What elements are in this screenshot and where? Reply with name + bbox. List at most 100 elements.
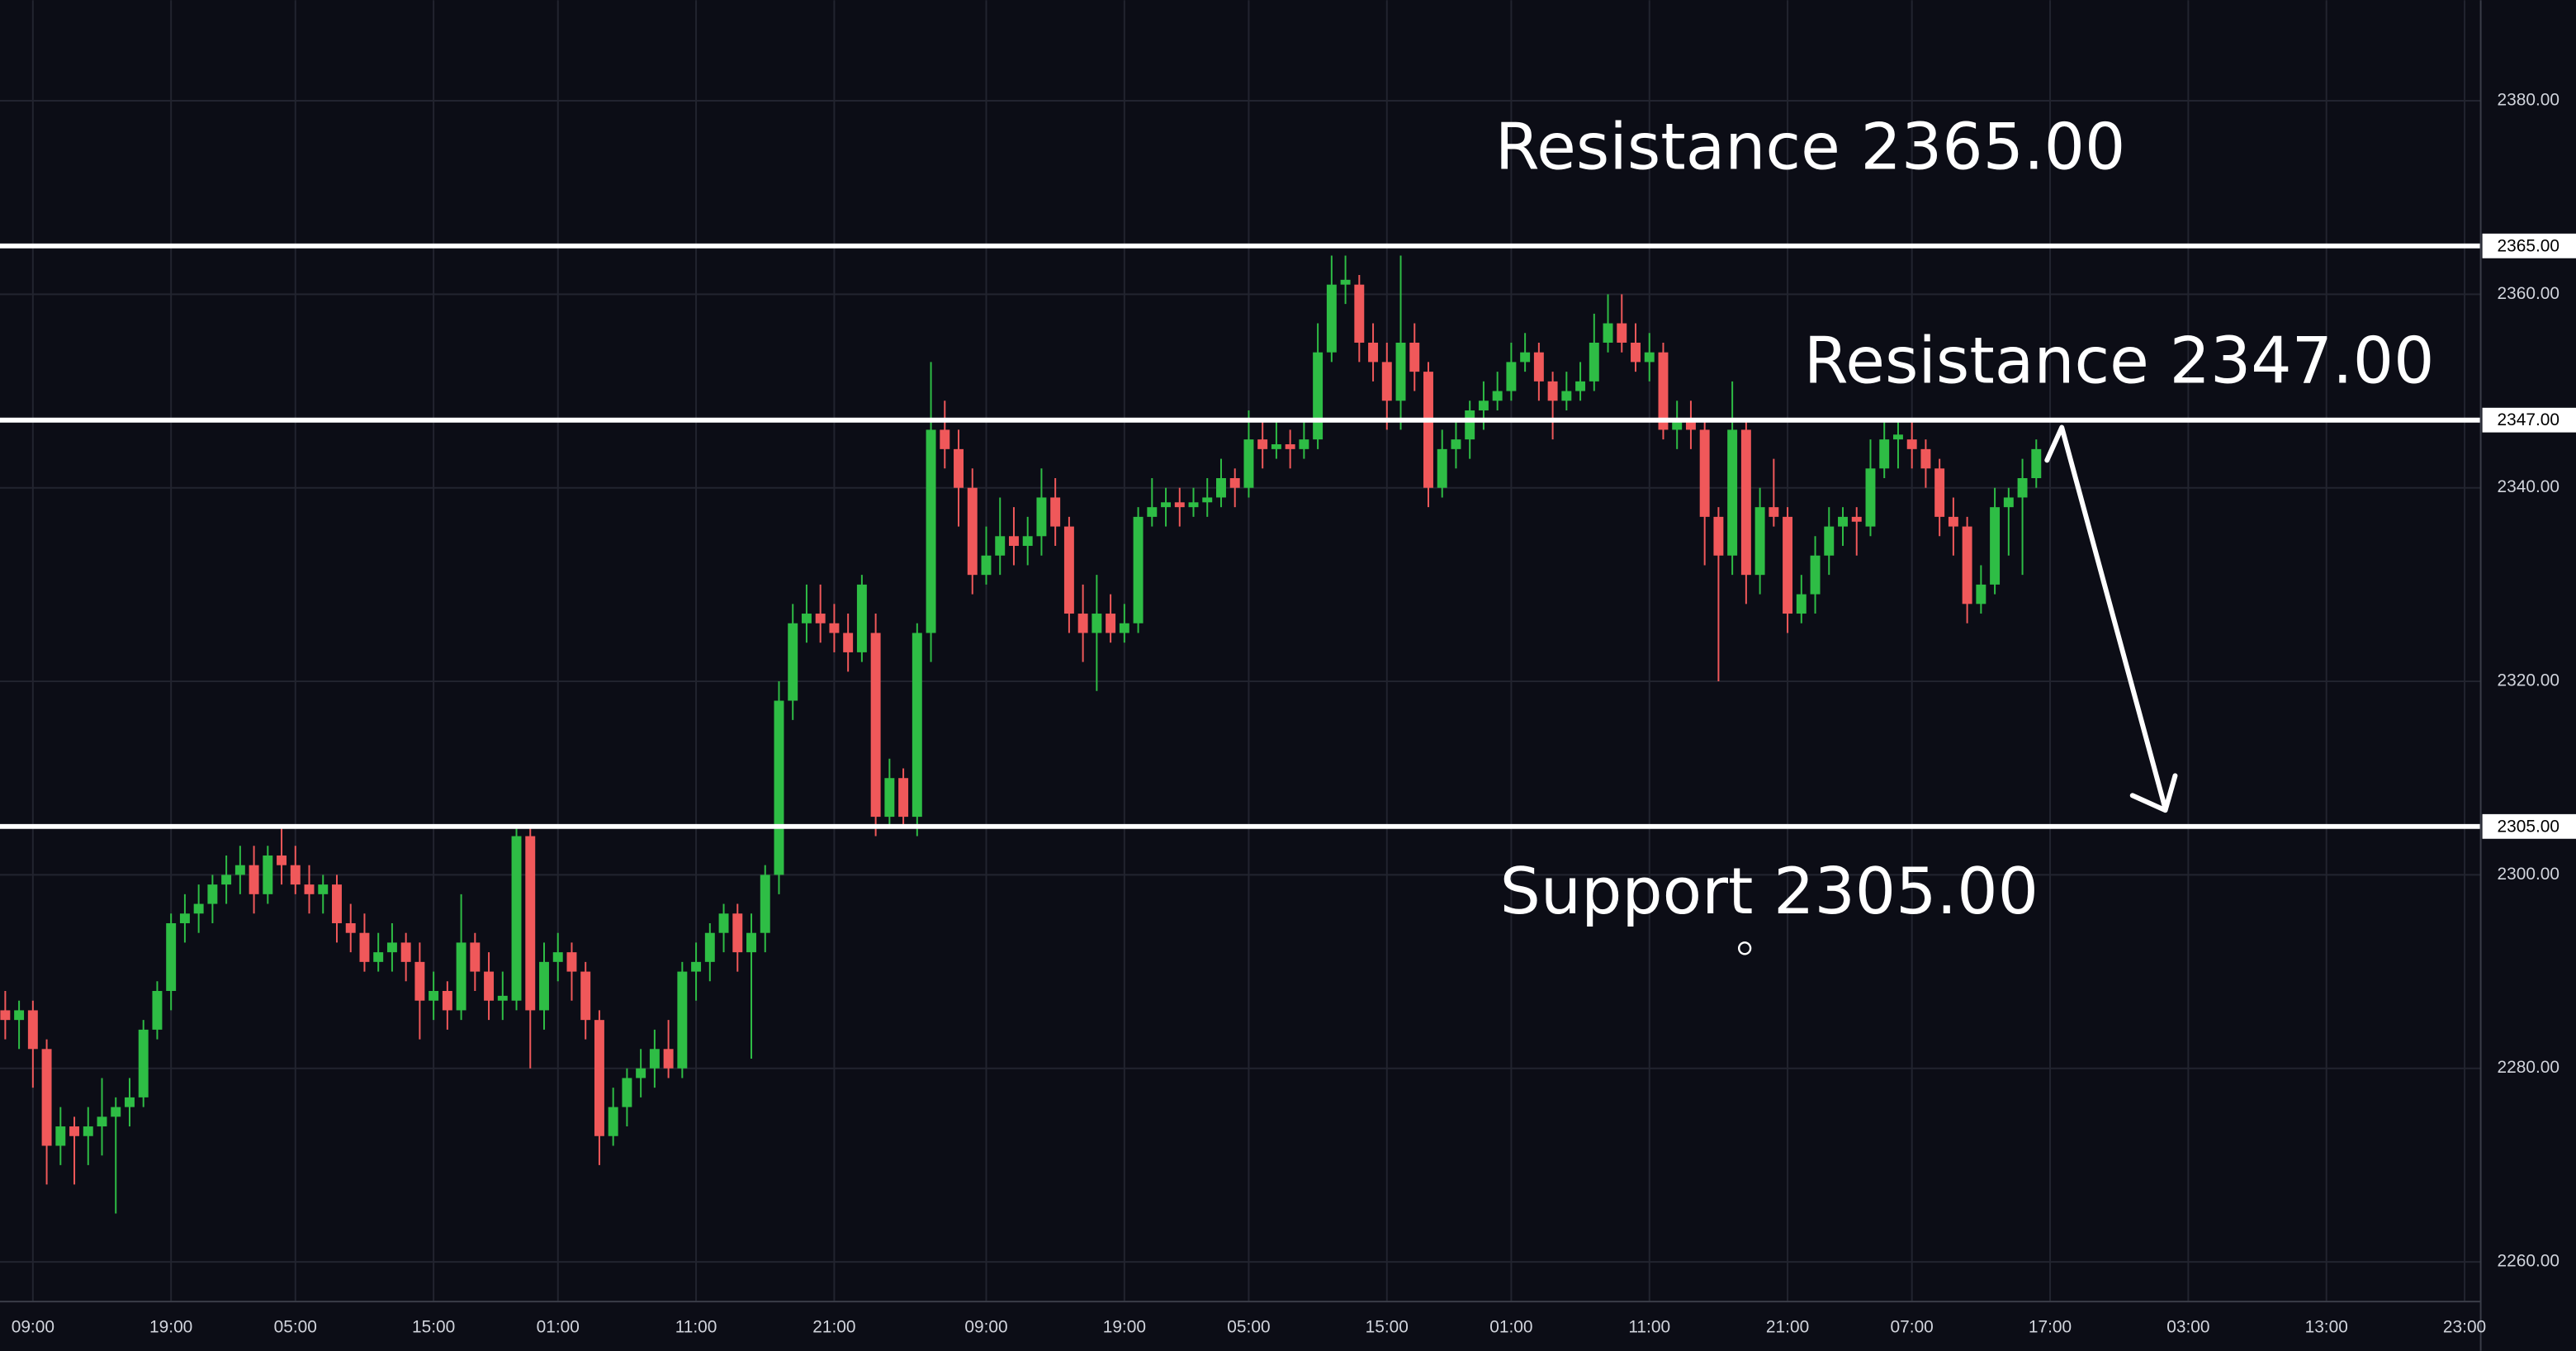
candle-body <box>1243 439 1254 488</box>
x-tick-label: 05:00 <box>274 1317 317 1336</box>
candle-body <box>429 991 439 1001</box>
candle-body <box>940 429 950 449</box>
x-tick-label: 13:00 <box>2305 1317 2348 1336</box>
candle-body <box>1865 468 1876 527</box>
level-price-box <box>2482 813 2576 839</box>
candle-body <box>2017 478 2028 498</box>
candle-body <box>2031 448 2042 479</box>
candle-body <box>1119 623 1129 633</box>
candle-body <box>125 1097 135 1107</box>
candle-body <box>1299 439 1309 449</box>
candles <box>0 255 2042 1214</box>
candle-body <box>1229 478 1240 488</box>
candle-body <box>870 633 881 818</box>
x-tick-label: 11:00 <box>1628 1317 1670 1336</box>
candle-body <box>1727 429 1738 556</box>
candle-body <box>1948 516 1958 527</box>
candle-body <box>332 884 342 923</box>
candle-body <box>898 778 909 818</box>
level-price-label: 2365.00 <box>2498 236 2559 255</box>
candle-body <box>1465 410 1475 440</box>
candle-body <box>1740 429 1751 576</box>
candle-body <box>746 932 756 953</box>
candle-body <box>138 1029 149 1097</box>
candle-body <box>1685 420 1696 430</box>
candle-body <box>580 971 591 1021</box>
candle-body <box>69 1126 80 1136</box>
candle-body <box>1520 352 1531 363</box>
candle-body <box>1354 284 1365 343</box>
level-price-box <box>2482 407 2576 433</box>
candle-body <box>1603 323 1613 343</box>
candle-body <box>1423 372 1433 488</box>
candle-body <box>83 1126 93 1136</box>
candle-body <box>1326 284 1337 353</box>
candle-body <box>345 922 356 933</box>
candle-body <box>1658 352 1669 430</box>
candle-body <box>304 884 315 894</box>
x-tick-label: 03:00 <box>2166 1317 2209 1336</box>
x-tick-label: 15:00 <box>412 1317 455 1336</box>
x-tick-label: 01:00 <box>1489 1317 1532 1336</box>
candle-body <box>525 836 536 1011</box>
y-tick-label: 2260.00 <box>2498 1252 2559 1271</box>
x-tick-label: 23:00 <box>2443 1317 2486 1336</box>
candle-body <box>1437 448 1447 488</box>
candle-body <box>1050 497 1061 527</box>
candle-body <box>1008 536 1019 547</box>
candle-body <box>1589 342 1599 382</box>
candle-body <box>1892 434 1903 440</box>
y-tick-label: 2380.00 <box>2498 91 2559 110</box>
candle-body <box>1381 362 1392 401</box>
candle-body <box>829 623 840 633</box>
candle-body <box>1796 594 1807 614</box>
level-annotation: Resistance 2365.00 <box>1495 111 2126 185</box>
candle-body <box>55 1126 66 1146</box>
candle-body <box>954 448 964 488</box>
candle-body <box>663 1049 674 1069</box>
candle-body <box>1920 448 1931 469</box>
candle-body <box>1022 536 1033 547</box>
candle-body <box>981 555 992 576</box>
candle-body <box>677 971 688 1069</box>
candle-body <box>1451 439 1461 449</box>
candle-body <box>207 884 218 904</box>
candle-body <box>97 1116 107 1127</box>
candle-body <box>1824 526 1835 556</box>
candle-body <box>386 942 397 953</box>
candle-body <box>1133 516 1144 623</box>
candle-body <box>1783 516 1793 614</box>
candle-body <box>774 700 784 875</box>
candle-body <box>221 875 232 885</box>
candle-body <box>815 614 826 623</box>
candle-body <box>884 778 895 818</box>
overlay <box>0 243 2481 829</box>
candle-body <box>497 995 508 1001</box>
candle-body <box>41 1049 52 1146</box>
candle-body <box>1340 279 1351 285</box>
candle-body <box>566 952 577 972</box>
candle-body <box>1561 391 1572 401</box>
candle-body <box>1575 381 1586 391</box>
candle-body <box>1106 614 1116 633</box>
candle-body <box>1533 352 1544 382</box>
candle-body <box>456 942 466 1011</box>
arrow <box>2044 424 2178 813</box>
candle-body <box>801 614 812 623</box>
candle-body <box>1713 516 1724 556</box>
candle-body <box>277 855 287 865</box>
candle-body <box>718 913 729 933</box>
candle-body <box>400 942 411 962</box>
candle-body <box>1672 420 1683 430</box>
candle-body <box>2003 497 2014 508</box>
x-tick-label: 09:00 <box>964 1317 1007 1336</box>
candle-body <box>1285 443 1295 449</box>
candle-body <box>967 487 978 576</box>
x-tick-label: 17:00 <box>2029 1317 2072 1336</box>
candle-body <box>1063 526 1074 614</box>
candle-body <box>1271 443 1281 449</box>
candle-body <box>1161 502 1172 508</box>
candle-body <box>856 584 867 652</box>
